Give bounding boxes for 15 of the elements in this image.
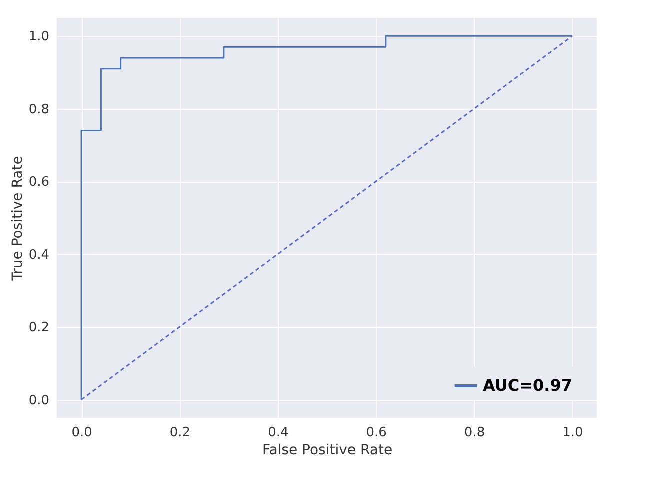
y-tick-label: 0.6 — [28, 175, 50, 190]
x-axis-title: False Positive Rate — [262, 442, 393, 458]
x-tick-label: 0.4 — [268, 426, 289, 440]
y-tick-label: 0.8 — [28, 102, 50, 118]
x-tick-label: 0.0 — [72, 426, 92, 440]
y-axis-title: True Positive Rate — [10, 156, 26, 282]
x-tick-label: 0.8 — [464, 426, 486, 440]
x-tick-label: 0.6 — [366, 426, 387, 440]
y-tick-label: 1.0 — [28, 30, 50, 45]
legend-label: AUC=0.97 — [483, 376, 573, 395]
x-tick-label: 0.2 — [170, 426, 191, 440]
x-tick-label: 1.0 — [562, 426, 584, 440]
y-tick-label: 0.0 — [28, 393, 50, 408]
y-tick-label: 0.4 — [28, 248, 50, 263]
y-tick-label: 0.2 — [28, 320, 50, 336]
